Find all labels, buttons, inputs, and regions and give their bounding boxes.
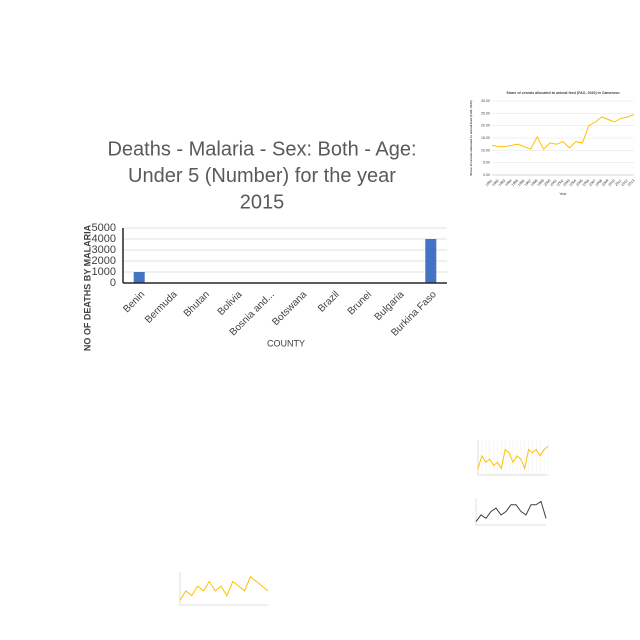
bar <box>425 239 437 283</box>
x-tick-label: 2006 <box>582 179 590 187</box>
y-tick-label: 15.00 <box>481 136 490 140</box>
bar <box>133 272 145 283</box>
y-tick-label: 10.00 <box>481 148 490 152</box>
chart-title: 2015 <box>240 191 285 213</box>
x-axis-label: COUNTY <box>267 338 305 348</box>
x-tick-label: 2011 <box>614 179 622 187</box>
x-tick-label: 1993 <box>498 179 506 187</box>
x-tick-label: 2003 <box>562 179 570 187</box>
x-tick-label: 1995 <box>511 179 519 187</box>
y-axis-label: Share of cereals allocated to animal fee… <box>469 100 473 175</box>
x-tick-label: 1999 <box>537 179 545 187</box>
x-tick-label: 2001 <box>549 179 557 187</box>
y-tick-label: 5000 <box>92 222 116 234</box>
x-tick-label: 2000 <box>543 179 551 187</box>
x-tick-label: 1996 <box>517 179 525 187</box>
y-tick-label: 5.00 <box>483 161 490 165</box>
x-tick-label: 1991 <box>485 179 493 187</box>
x-tick-label: Brunei <box>346 289 374 317</box>
line <box>179 575 269 601</box>
chart-title: Under 5 (Number) for the year <box>128 165 396 187</box>
y-tick-label: 20.00 <box>481 124 490 128</box>
x-tick-label: 2010 <box>608 179 616 187</box>
x-tick-label: Bermuda <box>143 289 180 326</box>
x-tick-label: 2007 <box>588 179 596 187</box>
x-tick-label: Bhutan <box>182 289 212 319</box>
x-tick-label: 2002 <box>556 179 564 187</box>
x-tick-label: 2004 <box>569 179 577 187</box>
y-axis-label: NO OF DEATHS BY MALARIA <box>82 224 92 351</box>
x-tick-label: 2013 <box>627 179 635 187</box>
x-tick-label: 1998 <box>530 179 538 187</box>
x-tick-label: 2009 <box>601 179 609 187</box>
x-tick-label: Brazil <box>316 289 341 314</box>
y-tick-label: 0 <box>110 277 116 289</box>
x-tick-label: Benin <box>121 289 147 315</box>
x-tick-label: 1997 <box>524 179 532 187</box>
y-tick-label: 1000 <box>92 266 116 278</box>
line <box>491 114 635 150</box>
y-tick-label: 2000 <box>92 255 116 267</box>
y-tick-label: 25.00 <box>481 111 490 115</box>
y-tick-label: 3000 <box>92 244 116 256</box>
x-tick-label: Botswana <box>270 289 309 328</box>
x-tick-label: 2005 <box>575 179 583 187</box>
chart-title: Deaths - Malaria - Sex: Both - Age: <box>107 138 416 160</box>
line <box>477 446 549 471</box>
y-tick-label: 30.00 <box>481 99 490 103</box>
y-tick-label: 4000 <box>92 233 116 245</box>
line <box>475 500 547 522</box>
x-axis-label: Year <box>559 192 567 196</box>
x-tick-label: Bolivia <box>216 289 245 318</box>
x-tick-label: 1992 <box>491 179 499 187</box>
y-tick-label: 0.00 <box>483 173 490 177</box>
x-tick-label: 1994 <box>504 179 512 187</box>
chart-title: Share of cereals allocated to animal fee… <box>506 91 619 95</box>
x-tick-label: 2012 <box>620 179 628 187</box>
x-tick-label: 2008 <box>595 179 603 187</box>
